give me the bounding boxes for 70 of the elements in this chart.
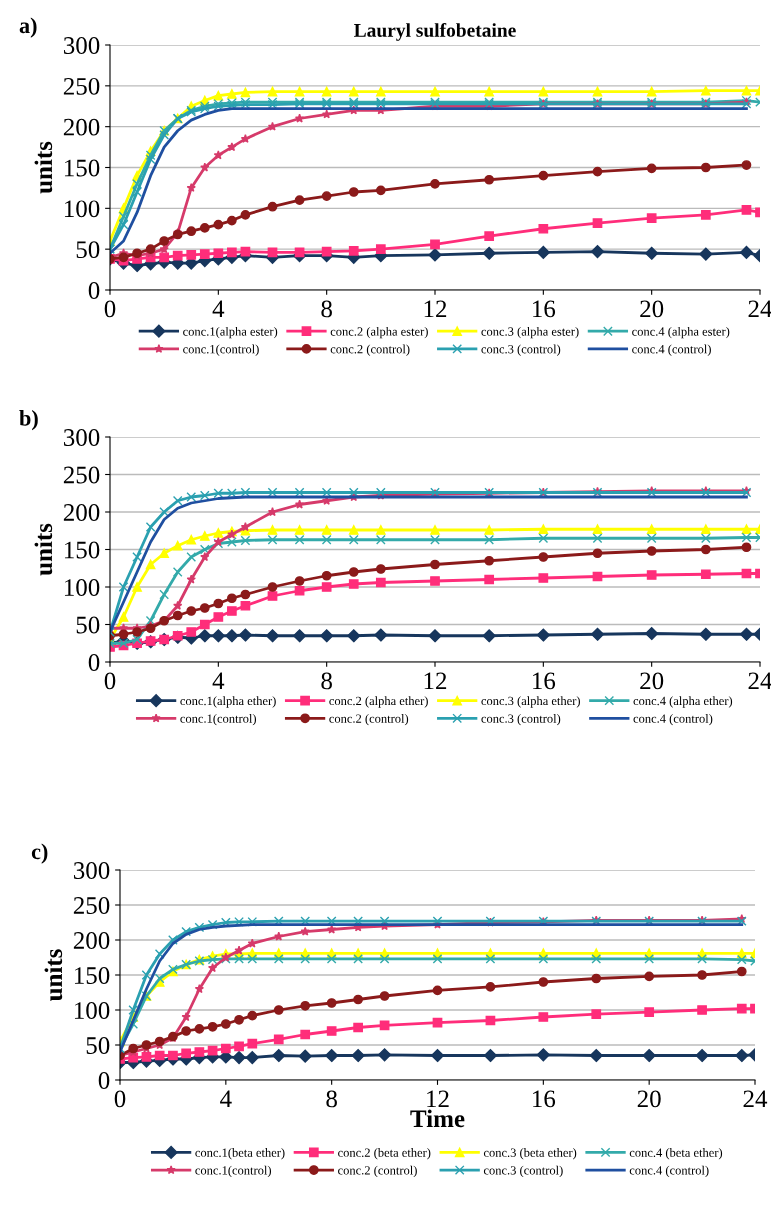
y-tick-label: 0 — [88, 282, 100, 299]
x-tick-label: 20 — [637, 1090, 661, 1108]
y-tick-label: 150 — [74, 967, 110, 984]
y-tick-label: 250 — [73, 897, 110, 914]
legend-label: conc.1(control) — [183, 344, 259, 356]
y-tick-label: 0 — [88, 654, 100, 671]
x-tick-label: 8 — [321, 672, 332, 690]
legend-label: conc.2 (alpha ether) — [329, 696, 428, 708]
x-tick-label: 4 — [220, 1090, 232, 1108]
y-tick-label: 300 — [63, 37, 100, 54]
y-tick-label: 150 — [64, 159, 100, 177]
y-tick-label: 250 — [63, 77, 100, 95]
legend-label: conc.2 (beta ether) — [338, 1148, 431, 1160]
legend-label: conc.4 (alpha ester) — [632, 326, 730, 339]
y-tick-label: 50 — [76, 616, 100, 634]
y-tick-label: 250 — [63, 466, 100, 484]
x-tick-label: 24 — [743, 1090, 768, 1108]
x-tick-label: 8 — [326, 1090, 337, 1108]
x-tick-label: 0 — [114, 1090, 126, 1108]
x-tick-label: 4 — [212, 672, 225, 690]
legend-label: conc.2 (control) — [338, 1165, 417, 1178]
legend-label: conc.4 (control) — [633, 713, 713, 726]
legend-label: conc.3 (control) — [481, 344, 561, 356]
legend-label: conc.1(alpha ester) — [183, 326, 278, 339]
y-tick-label: 100 — [74, 1002, 110, 1019]
y-tick-label: 100 — [64, 200, 100, 218]
legend-label: conc.2 (control) — [329, 713, 409, 726]
x-tick-label: 4 — [212, 300, 225, 318]
legend-label: conc.3 (alpha ether) — [481, 696, 580, 708]
legend-label: conc.3 (alpha ester) — [481, 326, 579, 339]
legend-label: conc.1(control) — [180, 713, 257, 726]
y-axis-title: units — [34, 141, 53, 194]
y-tick-label: 300 — [73, 862, 110, 879]
chart-title: Lauryl sulfobetaine — [354, 22, 516, 41]
text: c) — [31, 843, 48, 864]
y-axis-title: units — [34, 523, 53, 576]
legend-label: conc.3 (beta ether) — [483, 1148, 577, 1160]
y-tick-label: 300 — [63, 429, 100, 446]
y-tick-label: 0 — [98, 1072, 110, 1089]
x-tick-label: 12 — [424, 300, 447, 318]
y-tick-label: 100 — [64, 579, 100, 596]
x-axis-title: Time — [410, 1109, 465, 1128]
legend-label: conc.4 (control) — [629, 1165, 709, 1178]
x-tick-label: 12 — [427, 1090, 449, 1108]
y-tick-label: 200 — [63, 504, 100, 521]
legend-label: conc.1(alpha ether) — [180, 696, 276, 708]
y-tick-label: 200 — [63, 118, 100, 136]
y-tick-label: 200 — [73, 932, 110, 949]
legend-label: conc.1(beta ether) — [195, 1148, 285, 1160]
y-tick-label: 150 — [64, 541, 100, 559]
x-tick-label: 20 — [640, 300, 664, 318]
x-tick-label: 16 — [533, 672, 556, 690]
legend-label: conc.1(control) — [195, 1165, 272, 1178]
y-tick-label: 50 — [76, 241, 100, 259]
text: b) — [19, 410, 38, 431]
x-tick-label: 20 — [640, 672, 664, 690]
text: a) — [19, 17, 37, 38]
x-tick-label: 8 — [321, 300, 332, 318]
x-tick-label: 16 — [533, 300, 556, 318]
legend-label: conc.4 (control) — [632, 344, 711, 356]
legend-label: conc.3 (control) — [481, 713, 561, 726]
x-tick-label: 16 — [533, 1090, 556, 1108]
legend-label: conc.2 (alpha ester) — [330, 326, 428, 339]
y-tick-label: 50 — [86, 1037, 110, 1054]
legend-label: conc.4 (beta ether) — [629, 1148, 723, 1160]
y-axis-title: units — [44, 949, 63, 1002]
legend-label: conc.4 (alpha ether) — [633, 696, 733, 708]
legend-label: conc.2 (control) — [330, 344, 410, 356]
x-tick-label: 12 — [424, 672, 447, 690]
legend-label: conc.3 (control) — [483, 1165, 563, 1178]
